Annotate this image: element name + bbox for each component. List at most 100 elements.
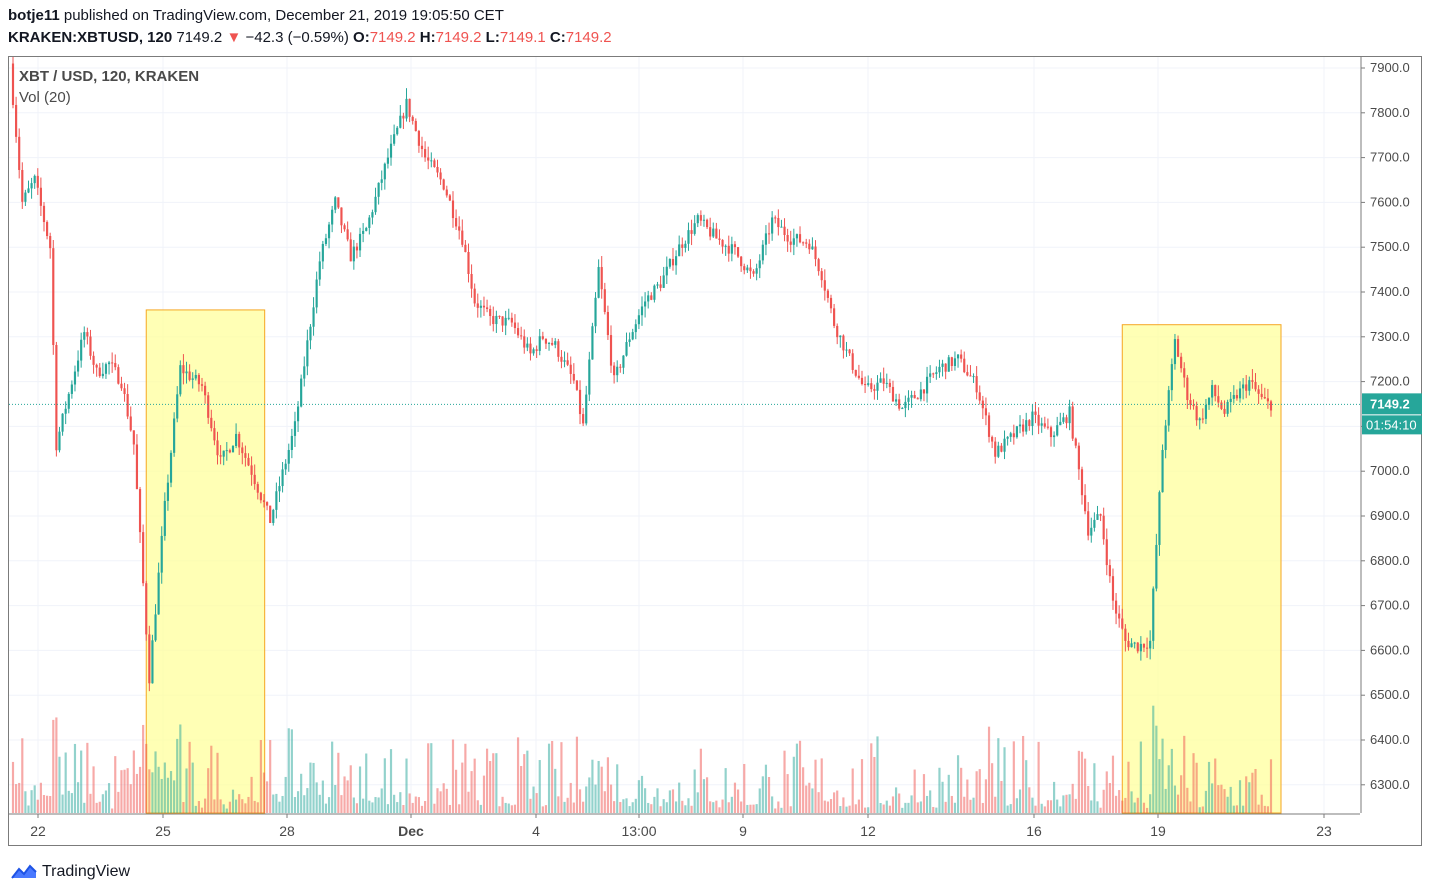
candle-body	[318, 261, 321, 280]
candle-body	[823, 280, 826, 291]
candle-body	[1118, 613, 1121, 619]
volume-bar	[665, 802, 668, 813]
price-tick-label: 7400.0	[1370, 284, 1410, 299]
candle-body	[296, 406, 300, 422]
volume-bar	[1077, 750, 1080, 813]
candle-body	[984, 408, 988, 416]
candle-body	[179, 365, 182, 395]
candle-body	[160, 535, 163, 573]
volume-bar	[331, 741, 334, 813]
volume-bar	[513, 804, 517, 813]
candle-body	[554, 341, 557, 345]
candle-body	[293, 421, 297, 436]
volume-bar	[1056, 799, 1059, 813]
volume-bar	[963, 796, 966, 813]
candle-body	[306, 340, 309, 367]
volume-bar	[281, 795, 284, 813]
volume-bar	[194, 805, 197, 813]
time-tick-label: 25	[155, 823, 171, 839]
candle-body	[163, 500, 166, 536]
volume-bar	[941, 781, 944, 813]
candle-body	[941, 363, 944, 367]
candle-body	[244, 453, 247, 458]
candle-body	[269, 505, 272, 523]
candle-body	[513, 322, 517, 329]
candle-body	[935, 372, 938, 375]
candle-body	[544, 338, 548, 344]
volume-bar	[371, 802, 374, 813]
candle-body	[142, 532, 145, 584]
candle-body	[1096, 514, 1099, 520]
candle-body	[278, 486, 281, 492]
price-change: −42.3 (−0.59%)	[245, 29, 349, 46]
volume-bar	[650, 804, 653, 813]
volume-bar	[1114, 795, 1118, 813]
volume-bar	[1269, 759, 1273, 813]
footer-brand[interactable]: TradingView	[10, 860, 130, 884]
candle-body	[1009, 433, 1012, 437]
volume-bar	[303, 795, 306, 813]
volume-bar	[777, 801, 780, 813]
candle-body	[135, 444, 139, 490]
candle-body	[1223, 408, 1226, 414]
candle-body	[1152, 588, 1155, 641]
volume-bar	[312, 762, 315, 813]
volume-bar	[1266, 806, 1269, 813]
volume-bar	[235, 799, 238, 813]
candle-body	[272, 509, 275, 523]
volume-bar	[1136, 797, 1139, 813]
volume-indicator-label[interactable]: Vol (20)	[19, 89, 71, 106]
candle-body	[1251, 380, 1254, 382]
price-tick-label: 7300.0	[1370, 329, 1410, 344]
volume-bar	[1198, 807, 1201, 813]
candle-body	[389, 143, 393, 158]
candle-body	[61, 413, 64, 432]
candle-body	[594, 297, 597, 327]
volume-bar	[145, 743, 148, 813]
volume-bar	[293, 797, 297, 813]
volume-bar	[1248, 782, 1251, 813]
volume-bar	[95, 802, 98, 813]
price-chart[interactable]: 7900.0 7800.0 7700.0 7600.0 7500.0 7400.0 7300…	[9, 57, 1422, 845]
candle-body	[197, 374, 200, 385]
volume-bar	[1071, 783, 1074, 813]
candle-body	[287, 449, 290, 464]
volume-bar	[699, 748, 702, 813]
volume-bar	[278, 801, 281, 813]
candle-body	[644, 301, 647, 307]
candle-body	[538, 336, 541, 351]
volume-bar	[671, 789, 675, 813]
symbol-label[interactable]: KRAKEN:XBTUSD, 120	[8, 29, 173, 46]
volume-bar	[721, 799, 724, 813]
tradingview-logo-icon	[11, 864, 37, 879]
volume-bar	[811, 788, 814, 813]
volume-bar	[662, 799, 665, 813]
chart-frame	[8, 56, 1422, 846]
volume-bar	[761, 776, 764, 813]
candle-body	[665, 266, 668, 276]
volume-bar	[771, 796, 774, 813]
volume-bar	[690, 805, 693, 813]
candle-body	[944, 363, 947, 372]
candle-body	[520, 335, 523, 337]
candle-body	[758, 260, 761, 269]
candle-body	[405, 98, 408, 119]
candle-body	[1173, 339, 1177, 365]
candle-body	[479, 305, 482, 308]
volume-bar	[327, 797, 331, 813]
volume-bar	[495, 753, 498, 813]
candle-body	[1028, 420, 1031, 427]
candle-body	[578, 389, 582, 415]
candle-body	[1198, 418, 1201, 421]
candle-body	[551, 342, 554, 345]
author-name[interactable]: botje11	[8, 7, 60, 24]
candle-body	[451, 200, 455, 219]
candle-body	[495, 315, 498, 325]
volume-bar	[876, 736, 879, 813]
candle-body	[145, 583, 148, 635]
candle-body	[290, 435, 293, 450]
open-label: O:	[353, 29, 370, 46]
candle-body	[1059, 421, 1062, 426]
volume-bar	[135, 773, 139, 813]
candle-body	[674, 256, 678, 266]
